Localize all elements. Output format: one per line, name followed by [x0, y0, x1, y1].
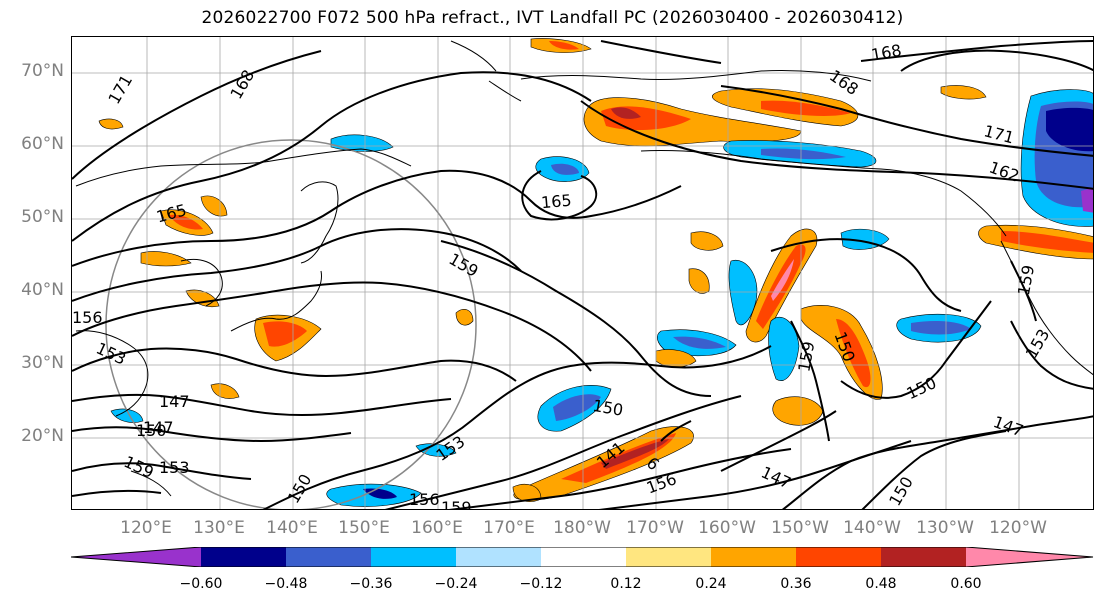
lat-label-40n: 40°N	[21, 280, 64, 300]
height-contours	[72, 40, 1093, 509]
anomaly-shading	[98, 38, 1093, 507]
contour-label: 156	[409, 490, 440, 509]
lat-label-70n: 70°N	[21, 61, 64, 81]
lat-label-20n: 20°N	[21, 426, 64, 446]
contour-label: 150	[904, 373, 940, 403]
colorbar-tick: 0.60	[950, 576, 982, 592]
contour-label: 147	[991, 412, 1026, 440]
lat-label-30n: 30°N	[21, 353, 64, 373]
contour-label: 159	[446, 249, 482, 281]
contour-label: 159	[441, 498, 472, 510]
contour-label: 165	[540, 191, 572, 213]
contour-label: 159	[121, 452, 157, 482]
colorbar-swatch	[711, 547, 796, 567]
lon-label-160e: 160°E	[411, 518, 463, 538]
lat-label-50n: 50°N	[21, 207, 64, 227]
lon-label-170e: 170°E	[483, 518, 535, 538]
landfall-region-circle	[105, 139, 477, 509]
colorbar-swatch	[456, 547, 541, 567]
colorbar	[71, 547, 1094, 567]
lon-label-150w: 150°W	[771, 518, 829, 538]
colorbar-tick: −0.60	[179, 576, 223, 592]
contour-label: 168	[870, 41, 903, 65]
contour-label: 156	[72, 308, 103, 327]
lon-label-150e: 150°E	[338, 518, 390, 538]
lon-label-160w: 160°W	[698, 518, 756, 538]
lon-label-170w: 170°W	[626, 518, 684, 538]
colorbar-swatch	[286, 547, 371, 567]
contour-label: 153	[1022, 326, 1054, 362]
colorbar-swatch	[541, 547, 626, 567]
colorbar-tick: 0.48	[865, 576, 897, 592]
contour-label: 147	[143, 418, 174, 437]
contour-label: 150	[136, 421, 167, 440]
contour-label: 153	[159, 458, 190, 477]
colorbar-swatch	[796, 547, 881, 567]
colorbar-swatch	[881, 547, 966, 567]
colorbar-extend-high	[966, 547, 1093, 567]
colorbar-tick: −0.36	[349, 576, 393, 592]
coastlines	[75, 40, 1093, 497]
lon-label-120e: 120°E	[120, 518, 172, 538]
lon-label-130e: 130°E	[193, 518, 245, 538]
contour-label: 171	[104, 71, 136, 107]
lon-label-180w: 180°W	[553, 518, 611, 538]
colorbar-tick: −0.24	[434, 576, 478, 592]
contour-label: 159	[794, 340, 818, 373]
contour-label: 156	[644, 469, 679, 497]
contour-label: 162	[987, 157, 1022, 185]
lon-label-140e: 140°E	[266, 518, 318, 538]
contour-label: 147	[758, 463, 794, 493]
colorbar-tick: 0.24	[695, 576, 727, 592]
map-title: 2026022700 F072 500 hPa refract., IVT La…	[201, 8, 904, 28]
lon-label-120w: 120°W	[989, 518, 1047, 538]
lon-label-140w: 140°W	[843, 518, 901, 538]
contour-label: 153	[93, 339, 129, 369]
colorbar-tick: −0.12	[519, 576, 563, 592]
lat-label-60n: 60°N	[21, 134, 64, 154]
contour-label: 147	[159, 392, 190, 411]
contour-label: 168	[826, 66, 862, 99]
colorbar-swatch	[201, 547, 286, 567]
contour-label: 150	[591, 396, 624, 420]
colorbar-swatch	[626, 547, 711, 567]
map-panel: 171 168 168 168 171 162 165 165 159 159 …	[71, 36, 1094, 510]
contour-label: 150	[885, 473, 917, 509]
colorbar-extend-low	[71, 547, 201, 567]
map-canvas: 171 168 168 168 171 162 165 165 159 159 …	[72, 37, 1093, 510]
lon-label-130w: 130°W	[916, 518, 974, 538]
colorbar-tick: 0.36	[780, 576, 812, 592]
colorbar-swatch	[371, 547, 456, 567]
colorbar-tick: 0.12	[610, 576, 642, 592]
colorbar-tick: −0.48	[264, 576, 308, 592]
